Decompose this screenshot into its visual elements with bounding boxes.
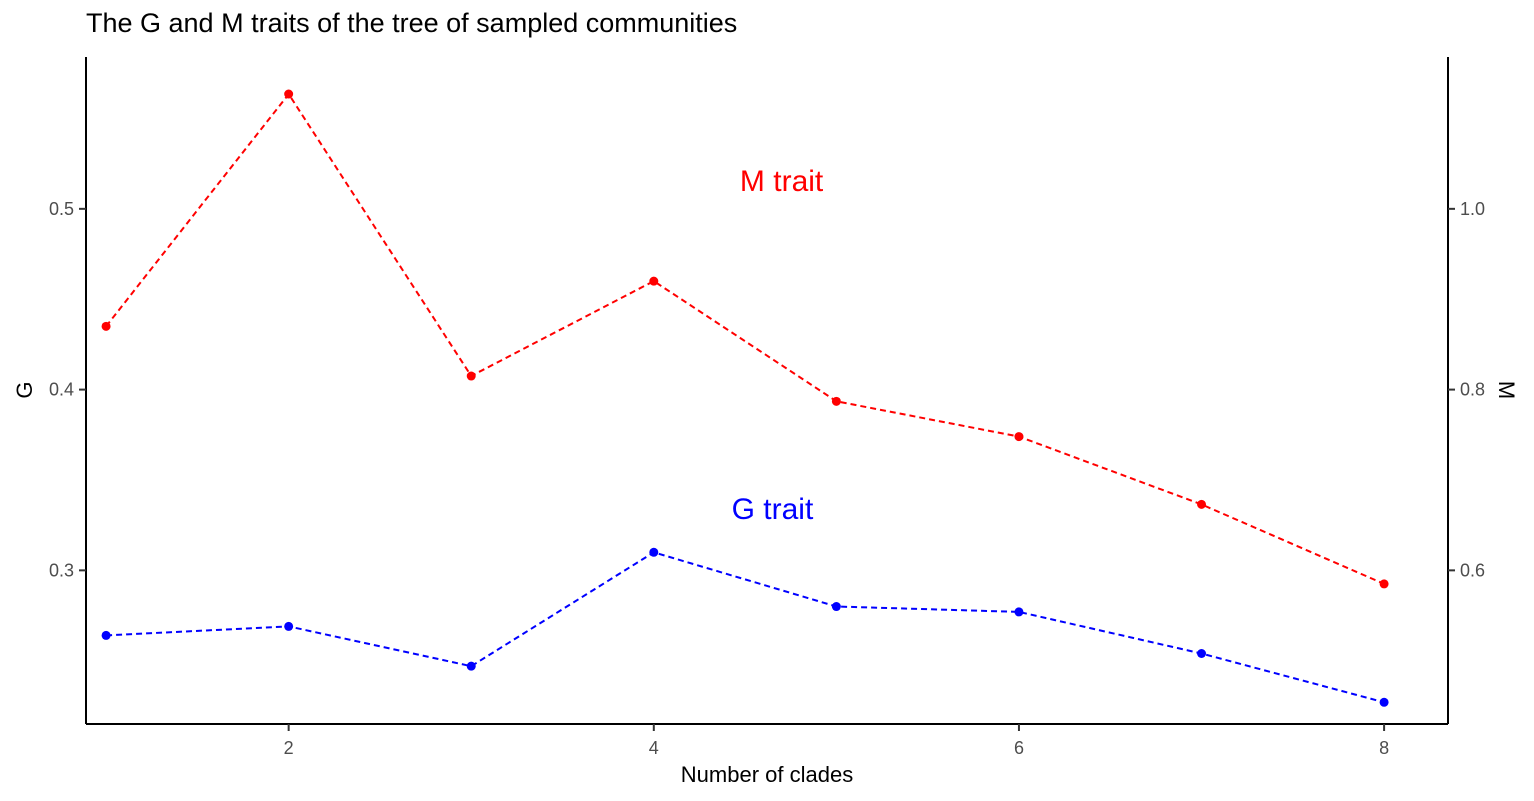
g-trait-point (1379, 697, 1389, 707)
chart-title: The G and M traits of the tree of sample… (86, 8, 738, 38)
y2-tick-label: 0.8 (1460, 380, 1485, 400)
x-tick-label: 8 (1379, 738, 1389, 758)
ticks: 2 4 6 8 0.3 0.4 0.5 0.6 0.8 1.0 (49, 199, 1485, 758)
y2-tick-label: 0.6 (1460, 560, 1485, 580)
y2-axis-title: M (1494, 381, 1519, 399)
g-trait-point (831, 602, 841, 612)
x-tick-label: 6 (1014, 738, 1024, 758)
m-trait-point (1379, 579, 1389, 589)
y-axis-title: G (12, 381, 37, 398)
g-trait-annotation: G trait (732, 493, 814, 526)
x-axis-title: Number of clades (681, 762, 853, 787)
m-trait-point (1197, 499, 1207, 509)
g-trait-point (101, 630, 111, 640)
m-trait-point (1014, 432, 1024, 442)
y-tick-label: 0.4 (49, 380, 74, 400)
g-trait-line (106, 551, 1385, 704)
annotations: M trait G trait (732, 165, 824, 526)
m-trait-point (466, 371, 476, 381)
series-layer (101, 89, 1389, 707)
y2-tick-label: 1.0 (1460, 199, 1485, 219)
m-trait-point (284, 89, 294, 99)
g-trait-point (649, 547, 659, 557)
g-trait-point (1197, 649, 1207, 659)
g-trait-point (466, 661, 476, 671)
m-trait-point (101, 321, 111, 331)
y-tick-label: 0.5 (49, 199, 74, 219)
g-trait-point (1014, 607, 1024, 617)
m-trait-point (649, 276, 659, 286)
y-tick-label: 0.3 (49, 560, 74, 580)
x-tick-label: 2 (284, 738, 294, 758)
m-trait-point (831, 396, 841, 406)
m-trait-annotation: M trait (740, 165, 824, 198)
x-tick-label: 4 (649, 738, 659, 758)
m-trait-line (105, 92, 1385, 585)
g-trait-point (284, 621, 294, 631)
